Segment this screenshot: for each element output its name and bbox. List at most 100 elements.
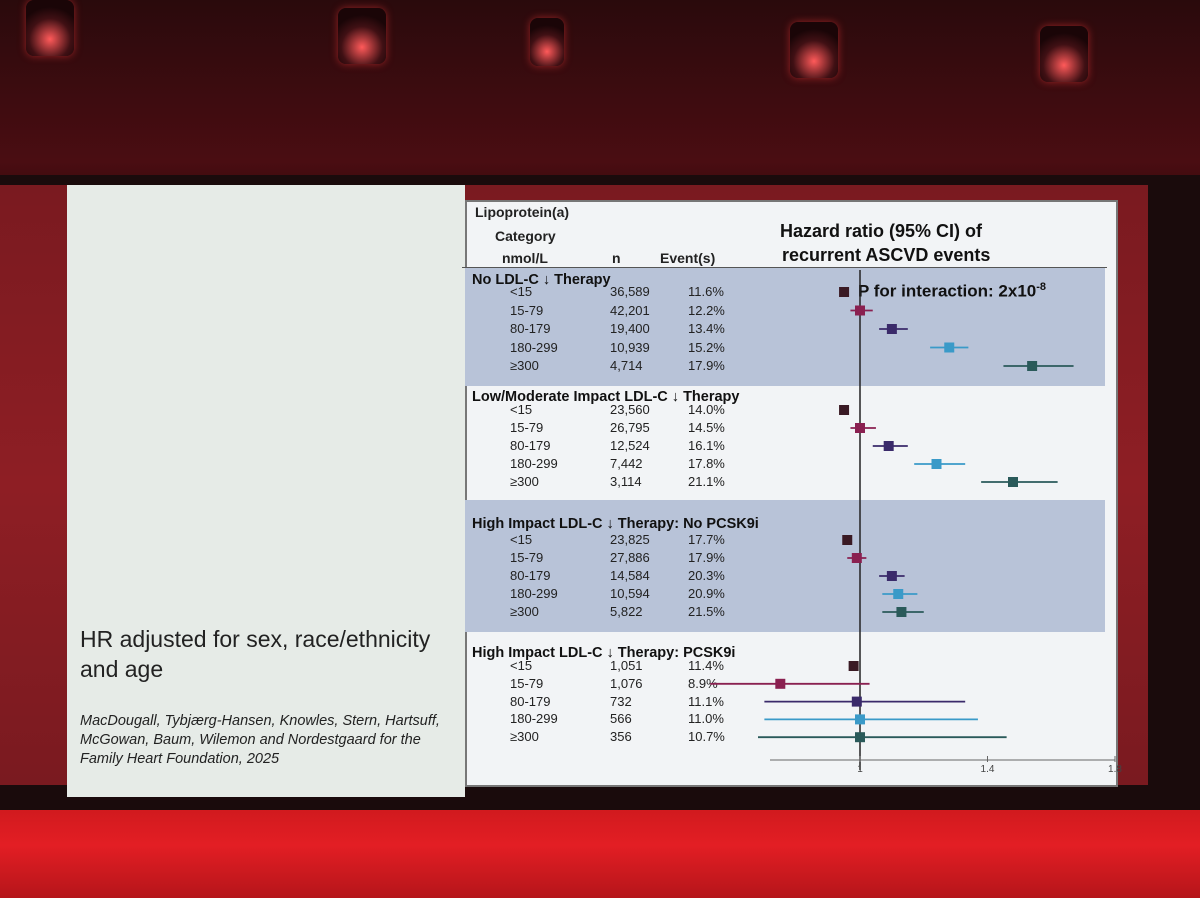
point-estimate-g0-lt15 — [839, 287, 850, 297]
point-estimate-g3-lt15 — [848, 661, 859, 671]
row-n-g1-r0: 23,560 — [610, 402, 650, 417]
point-estimate-g3-ge300 — [855, 732, 865, 743]
row-cat-g3-r2: 80-179 — [510, 693, 551, 709]
row-n-g1-r1: 26,795 — [610, 420, 650, 435]
stage-light-1 — [26, 0, 74, 56]
x-tick-label-2: 1.8 — [1108, 764, 1122, 775]
chart-title-line-2: recurrent ASCVD events — [782, 245, 991, 265]
row-events-g1-r2: 16.1% — [688, 438, 725, 453]
row-n-g0-r0: 36,589 — [610, 284, 650, 299]
row-cat-g1-r1: 15-79 — [510, 420, 544, 435]
row-n-g1-r2: 12,524 — [610, 438, 650, 453]
row-events-g1-r1: 14.5% — [688, 420, 725, 435]
row-cat-g1-r3: 180-299 — [510, 456, 558, 471]
row-events-g3-r2: 11.1% — [688, 693, 724, 709]
row-events-g1-r3: 17.8% — [688, 456, 725, 471]
point-estimate-g2-lt15 — [842, 535, 853, 545]
group-title-2: High Impact LDL-C ↓ Therapy: No PCSK9i — [472, 516, 759, 532]
group-band-no-therapy — [465, 268, 1105, 386]
header-n: n — [612, 250, 621, 266]
point-estimate-g3-80-179 — [851, 696, 862, 707]
row-n-g3-r2: 732 — [610, 693, 632, 709]
point-estimate-g2-180-299 — [893, 589, 904, 599]
row-cat-g0-r2: 80-179 — [510, 321, 551, 336]
row-events-g1-r4: 21.1% — [688, 474, 725, 489]
point-estimate-g3-15-79 — [775, 678, 786, 689]
row-events-g3-r4: 10.7% — [688, 729, 725, 745]
row-events-g0-r0: 11.6% — [688, 284, 724, 299]
point-estimate-g0-ge300 — [1027, 361, 1038, 371]
row-n-g1-r3: 7,442 — [610, 456, 643, 471]
point-estimate-g0-80-179 — [886, 324, 897, 334]
row-cat-g2-r1: 15-79 — [510, 550, 544, 565]
row-cat-g1-r4: ≥300 — [510, 474, 539, 489]
row-cat-g0-r4: ≥300 — [510, 358, 539, 373]
row-cat-g1-r2: 80-179 — [510, 438, 551, 453]
citation: MacDougall, Tybjærg-Hansen, Knowles, Ste… — [80, 713, 440, 767]
row-n-g3-r3: 566 — [610, 711, 632, 727]
row-events-g3-r3: 11.0% — [688, 711, 724, 727]
row-cat-g2-r2: 80-179 — [510, 568, 551, 583]
row-cat-g2-r4: ≥300 — [510, 604, 539, 619]
row-cat-g0-r0: <15 — [510, 284, 533, 299]
point-estimate-g1-lt15 — [839, 405, 850, 415]
x-tick-label-1: 1.4 — [981, 764, 995, 775]
row-events-g2-r2: 20.3% — [688, 568, 725, 583]
row-n-g3-r1: 1,076 — [610, 675, 643, 691]
row-cat-g0-r1: 15-79 — [510, 302, 544, 318]
row-events-g0-r1: 12.2% — [688, 302, 725, 318]
point-estimate-g2-15-79 — [851, 553, 862, 563]
stage-light-2 — [338, 8, 386, 64]
group-title-3: High Impact LDL-C ↓ Therapy: PCSK9i — [472, 645, 736, 661]
header-events: Event(s) — [660, 250, 716, 266]
point-estimate-g3-180-299 — [855, 714, 865, 725]
row-events-g2-r0: 17.7% — [688, 532, 725, 547]
row-events-g2-r3: 20.9% — [688, 586, 725, 601]
row-n-g3-r4: 356 — [610, 729, 632, 745]
point-estimate-g1-80-179 — [883, 441, 894, 451]
point-estimate-g1-ge300 — [1008, 477, 1018, 487]
row-cat-g2-r3: 180-299 — [510, 586, 558, 601]
stage-light-3 — [530, 18, 564, 66]
point-estimate-g0-180-299 — [944, 342, 955, 353]
row-events-g0-r2: 13.4% — [688, 321, 725, 336]
row-n-g0-r1: 42,201 — [610, 302, 650, 318]
header-divider — [462, 267, 1107, 268]
row-events-g2-r1: 17.9% — [688, 550, 725, 565]
row-events-g0-r3: 15.2% — [688, 339, 725, 355]
row-cat-g3-r1: 15-79 — [510, 675, 544, 691]
row-n-g0-r2: 19,400 — [610, 321, 650, 336]
row-n-g2-r0: 23,825 — [610, 532, 650, 547]
point-estimate-g0-15-79 — [855, 305, 865, 316]
row-n-g0-r4: 4,714 — [610, 358, 643, 373]
row-events-g0-r4: 17.9% — [688, 358, 725, 373]
row-cat-g2-r0: <15 — [510, 532, 533, 547]
p-interaction-exponent: -8 — [1036, 281, 1047, 293]
row-n-g3-r0: 1,051 — [610, 658, 643, 673]
row-events-g3-r0: 11.4% — [688, 658, 724, 673]
stage-light-4 — [790, 22, 838, 78]
stage-light-5 — [1040, 26, 1088, 82]
row-n-g2-r4: 5,822 — [610, 604, 643, 619]
chart-title-line-1: Hazard ratio (95% CI) of — [780, 221, 983, 241]
point-estimate-g2-ge300 — [896, 607, 907, 617]
point-estimate-g1-180-299 — [931, 459, 942, 469]
row-n-g1-r4: 3,114 — [610, 474, 642, 489]
row-cat-g0-r3: 180-299 — [510, 339, 558, 355]
p-interaction-text: P for interaction: 2x10 — [858, 281, 1037, 301]
hr-adjustment-note: HR adjusted for sex, race/ethnicity and … — [80, 626, 431, 682]
row-events-g3-r1: 8.9% — [688, 675, 718, 691]
slide-left-panel — [67, 185, 465, 797]
x-tick-label-0: 1 — [857, 764, 863, 775]
row-n-g2-r3: 10,594 — [610, 586, 650, 601]
group-title-1: Low/Moderate Impact LDL-C ↓ Therapy — [472, 389, 740, 405]
group-title-0: No LDL-C ↓ Therapy — [472, 272, 611, 288]
row-n-g0-r3: 10,939 — [610, 339, 650, 355]
stage-floor — [0, 810, 1200, 898]
header-lipoprotein: Lipoprotein(a) — [475, 204, 570, 220]
header-units: nmol/L — [502, 250, 548, 266]
point-estimate-g1-15-79 — [855, 423, 865, 433]
row-events-g2-r4: 21.5% — [688, 604, 725, 619]
row-events-g1-r0: 14.0% — [688, 402, 725, 417]
